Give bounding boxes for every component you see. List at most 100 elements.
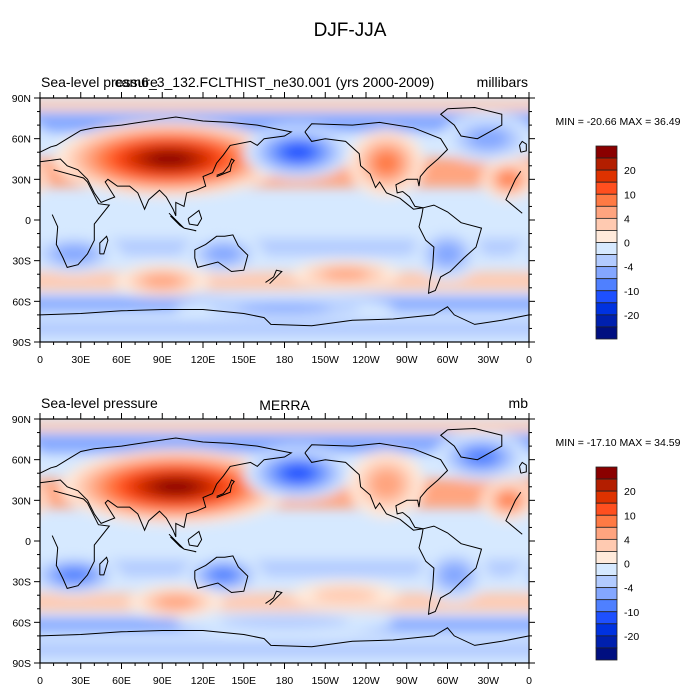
south-indian-positive-contour xyxy=(141,274,183,288)
contour-field xyxy=(40,419,700,663)
y-tick-label: 60S xyxy=(12,296,31,308)
south-africa-negative-contour xyxy=(547,568,579,582)
colorbar-label: 20 xyxy=(624,165,636,177)
coastline xyxy=(99,235,109,255)
south-pacific-positive-contour xyxy=(322,268,369,281)
coastline xyxy=(194,234,249,273)
zonal-band xyxy=(40,641,529,658)
colorbar-box xyxy=(595,514,618,528)
coastline xyxy=(183,548,197,553)
x-tick-label: 120W xyxy=(352,675,380,687)
colorbar-box xyxy=(595,326,618,340)
colorbar-box xyxy=(595,526,618,540)
colorbar-box xyxy=(595,599,618,613)
right-title: mb xyxy=(509,395,529,411)
coastline xyxy=(40,627,529,648)
x-tick-label: 120E xyxy=(191,675,216,687)
x-tick-label: 0 xyxy=(526,675,532,687)
siberian-high-positive-contour xyxy=(644,480,685,493)
zonal-band xyxy=(40,201,529,218)
coastline xyxy=(183,227,197,232)
coastline xyxy=(418,525,483,615)
x-tick-label: 30W xyxy=(477,354,499,366)
colorbar-label: 4 xyxy=(624,213,630,225)
australia-negative-contour xyxy=(209,568,237,582)
colorbar-box xyxy=(595,193,618,207)
colorbar-box xyxy=(595,242,618,255)
siberian-high-positive-contour xyxy=(604,467,700,507)
x-tick-label: 120E xyxy=(191,354,216,366)
coastline xyxy=(40,306,529,327)
south-indian-positive-contour xyxy=(155,595,197,609)
south-america-negative-contour xyxy=(432,242,463,266)
y-tick-label: 90S xyxy=(12,658,31,670)
colorbar-box xyxy=(595,623,618,637)
y-tick-label: 60N xyxy=(12,455,31,467)
coastline xyxy=(304,442,449,531)
colorbar-box xyxy=(595,538,618,552)
colorbar-box xyxy=(595,205,618,219)
zonal-band xyxy=(40,522,529,539)
siberian-high-positive-contour xyxy=(570,130,700,188)
south-africa-negative-contour xyxy=(525,568,529,582)
south-africa-negative-contour xyxy=(543,245,584,262)
south-africa-negative-contour xyxy=(529,239,597,268)
colorbar-box xyxy=(595,490,618,504)
colorbar-box xyxy=(595,502,618,516)
colorbar-label: -10 xyxy=(624,607,639,619)
colorbar-box xyxy=(595,217,618,231)
y-tick-label: 0 xyxy=(25,536,31,548)
colorbar-box xyxy=(595,563,618,576)
x-tick-label: 150W xyxy=(312,675,340,687)
coastline xyxy=(518,140,527,153)
colorbar-label: -20 xyxy=(624,631,639,643)
siberian-high-positive-contour xyxy=(631,476,699,498)
x-tick-label: 30E xyxy=(71,675,90,687)
coastline xyxy=(265,269,283,285)
south-indian-positive-contour xyxy=(631,590,699,613)
y-tick-label: 30N xyxy=(12,174,31,186)
coastline xyxy=(216,158,235,178)
x-tick-label: 0 xyxy=(37,354,43,366)
coastline xyxy=(187,209,203,226)
x-tick-label: 60W xyxy=(437,354,459,366)
map-panel-2: 0 30E 60E 90E 120E 150E 180 150W 120W 90W 60W 30W 09… xyxy=(12,395,700,687)
x-tick-label: 90E xyxy=(153,354,172,366)
south-indian-positive-contour xyxy=(644,595,685,609)
coastline xyxy=(51,169,111,268)
coastline xyxy=(265,590,283,606)
south-africa-negative-contour xyxy=(53,245,95,263)
zonal-band xyxy=(40,238,529,256)
coastline xyxy=(187,530,203,547)
zonal-band xyxy=(40,320,529,337)
y-tick-label: 0 xyxy=(25,215,31,227)
colorbar-box xyxy=(595,254,618,268)
colorbar-label: -20 xyxy=(624,310,639,322)
left-title: Sea-level pressure xyxy=(41,74,158,90)
south-africa-negative-contour xyxy=(58,568,90,582)
colorbar-box xyxy=(595,278,618,292)
siberian-high-positive-contour xyxy=(638,152,679,165)
contour-field xyxy=(40,98,700,342)
colorbar-box xyxy=(595,478,618,492)
y-tick-label: 30S xyxy=(12,577,31,589)
colorbar-box xyxy=(595,611,618,625)
x-tick-label: 0 xyxy=(37,675,43,687)
map-panel-1: 0 30E 60E 90E 120E 150E 180 150W 120W 90W 60W 30W 09… xyxy=(12,74,700,366)
colorbar-box xyxy=(595,266,618,280)
colorbar: 20 10 4 0 -4 -10 -20 xyxy=(595,466,639,661)
coastline xyxy=(168,212,185,229)
colorbar-label: 10 xyxy=(624,510,636,522)
coastline xyxy=(439,427,503,461)
coastlines xyxy=(40,427,529,648)
coastline xyxy=(51,490,111,589)
icelandic-low-negative-contour xyxy=(40,126,47,152)
south-pacific-positive-contour xyxy=(313,587,379,604)
colorbar-box xyxy=(595,647,618,661)
south-africa-negative-contour xyxy=(515,239,529,269)
coastline xyxy=(40,116,293,217)
min-max-stats: MIN = -17.10 MAX = 34.59 xyxy=(556,437,681,449)
southern-ocean-negative-contour xyxy=(219,615,350,629)
x-tick-label: 120W xyxy=(352,354,380,366)
colorbar-label: -10 xyxy=(624,286,639,298)
